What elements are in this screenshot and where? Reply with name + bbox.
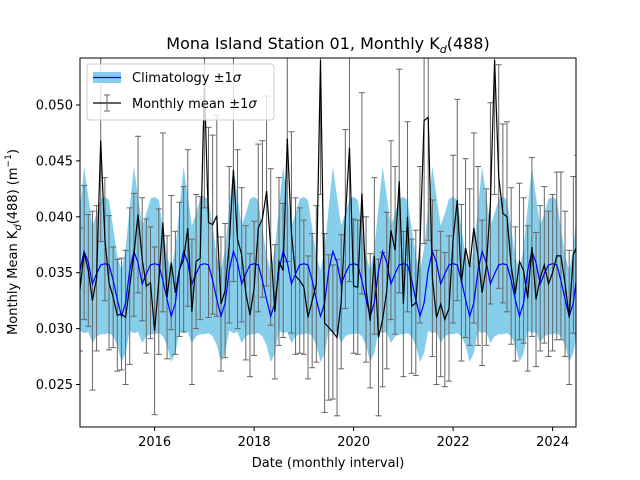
y-axis: 0.025 0.030 0.035 0.040 0.045 0.050 [36,98,80,393]
x-tick-label: 2024 [536,435,569,450]
x-tick-label: 2018 [238,435,271,450]
y-tick-label: 0.040 [36,210,73,225]
legend: Climatology ±1σ Monthly mean ±1σ [86,63,275,121]
legend-box [86,63,275,121]
y-axis-label: Monthly Mean Kd(488) (m−1) [4,149,24,335]
legend-label-climatology: Climatology ±1σ [132,71,242,86]
x-axis: 2016 2018 2020 2022 2024 [138,427,569,450]
x-tick-label: 2022 [437,435,470,450]
monthly-mean-line [80,60,576,340]
chart-title: Mona Island Station 01, Monthly Kd(488) [166,34,489,56]
y-tick-label: 0.045 [36,154,73,169]
y-tick-label: 0.025 [36,378,73,393]
x-tick-label: 2020 [337,435,370,450]
y-tick-label: 0.035 [36,266,73,281]
y-tick-label: 0.050 [36,98,73,113]
climatology-band [80,166,576,363]
plot-area [80,58,576,417]
x-tick-label: 2016 [138,435,171,450]
x-axis-label: Date (monthly interval) [252,456,405,471]
axes-frame [79,57,577,428]
legend-label-monthly: Monthly mean ±1σ [132,97,257,112]
y-tick-label: 0.030 [36,322,73,337]
